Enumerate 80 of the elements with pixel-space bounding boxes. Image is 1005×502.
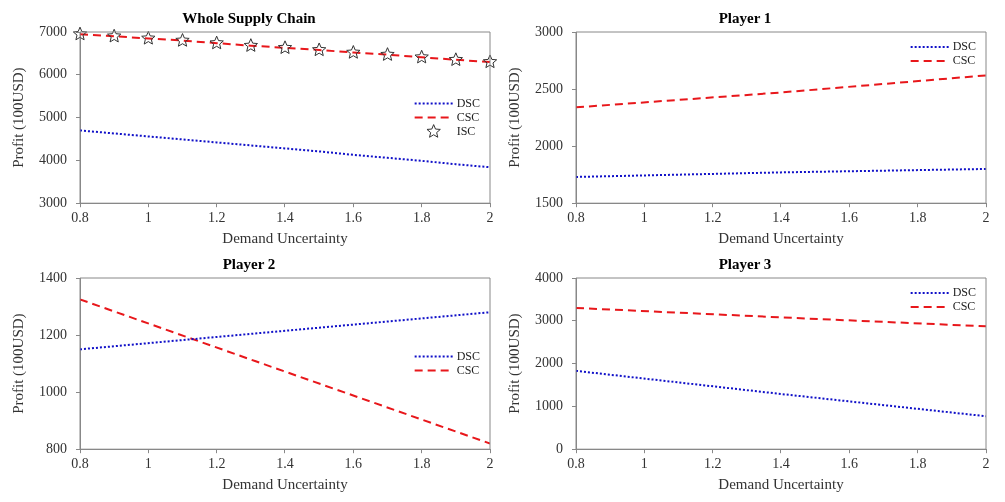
x-tick-label: 1.4	[772, 210, 790, 226]
x-axis-title: Demand Uncertainty	[222, 475, 349, 492]
x-tick-label: 1.8	[908, 210, 927, 226]
y-tick-label: 4000	[39, 152, 67, 168]
legend-label: DSC	[952, 39, 976, 54]
y-tick-label: 3000	[535, 312, 563, 328]
point	[380, 47, 395, 61]
y-tick-label: 1000	[39, 383, 67, 399]
x-tick-label: 1.8	[908, 456, 927, 472]
legend-label: CSC	[952, 53, 976, 68]
y-tick-label: 1000	[535, 398, 563, 414]
y-tick-label: 3000	[535, 23, 563, 39]
y-tick-label: 6000	[39, 66, 67, 82]
x-tick-label: 0.8	[71, 210, 89, 226]
y-tick-label: 3000	[39, 194, 67, 210]
x-tick-label: 2	[486, 456, 494, 472]
x-tick-label: 0.8	[567, 456, 585, 472]
point	[312, 42, 327, 57]
x-tick-label: 1.4	[772, 456, 790, 472]
x-tick-label: 1.6	[344, 456, 363, 472]
point	[141, 30, 156, 45]
chart-title: Player 2	[222, 255, 276, 272]
x-tick-label: 2	[982, 210, 990, 226]
y-axis-title: Profit (100USD)	[505, 313, 523, 414]
y-tick-label: 1400	[39, 269, 67, 285]
legend-label: DSC	[456, 348, 480, 363]
x-tick-label: 1	[144, 456, 152, 472]
point	[72, 26, 88, 41]
x-tick-label: 1.6	[344, 210, 363, 226]
y-tick-label: 2000	[535, 355, 563, 371]
y-tick-label: 0	[556, 440, 563, 456]
x-tick-label: 0.8	[71, 456, 89, 472]
x-tick-label: 0.8	[567, 210, 585, 226]
x-axis-title: Demand Uncertainty	[718, 229, 845, 246]
line-series	[80, 129, 490, 169]
x-tick-label: 1.2	[703, 456, 722, 472]
legend-label: DSC	[456, 95, 480, 110]
y-tick-label: 2500	[535, 80, 563, 96]
chart-title: Player 1	[718, 9, 772, 26]
x-tick-label: 1.2	[207, 210, 226, 226]
point	[346, 45, 361, 59]
x-tick-label: 1.6	[840, 456, 859, 472]
y-axis-title: Profit (100USD)	[505, 67, 523, 168]
y-tick-label: 1200	[39, 326, 67, 342]
chart-title: Player 3	[718, 255, 772, 272]
x-tick-label: 1	[640, 456, 648, 472]
x-tick-label: 2	[982, 456, 990, 472]
y-axis-title: Profit (100USD)	[9, 313, 27, 414]
y-tick-label: 7000	[39, 23, 67, 39]
x-axis-title: Demand Uncertainty	[718, 475, 845, 492]
y-tick-label: 1500	[535, 194, 563, 210]
y-tick-label: 5000	[39, 109, 67, 125]
point	[414, 49, 429, 64]
point	[107, 28, 122, 43]
x-tick-label: 1	[144, 210, 152, 226]
x-tick-label: 1	[640, 210, 648, 226]
x-tick-label: 1.4	[276, 210, 294, 226]
point	[448, 52, 463, 66]
legend-label: ISC	[456, 123, 476, 138]
x-axis-title: Demand Uncertainty	[222, 229, 349, 246]
y-tick-label: 4000	[535, 269, 563, 285]
legend-label: CSC	[456, 362, 480, 377]
x-tick-label: 1.8	[412, 456, 431, 472]
legend-label: CSC	[952, 299, 976, 314]
y-tick-label: 800	[46, 440, 67, 456]
x-tick-label: 1.4	[276, 456, 294, 472]
y-tick-label: 2000	[535, 137, 563, 153]
point	[209, 35, 224, 50]
x-tick-label: 1.2	[207, 456, 226, 472]
legend-label: CSC	[456, 109, 480, 124]
x-tick-label: 2	[486, 210, 494, 226]
x-tick-label: 1.2	[703, 210, 722, 226]
point	[175, 33, 190, 47]
chart-title: Whole Supply Chain	[182, 9, 317, 26]
point	[277, 40, 293, 54]
legend-label: DSC	[952, 285, 976, 300]
x-tick-label: 1.8	[412, 210, 431, 226]
x-tick-label: 1.6	[840, 210, 859, 226]
point	[243, 38, 258, 52]
y-axis-title: Profit (100USD)	[9, 67, 27, 168]
